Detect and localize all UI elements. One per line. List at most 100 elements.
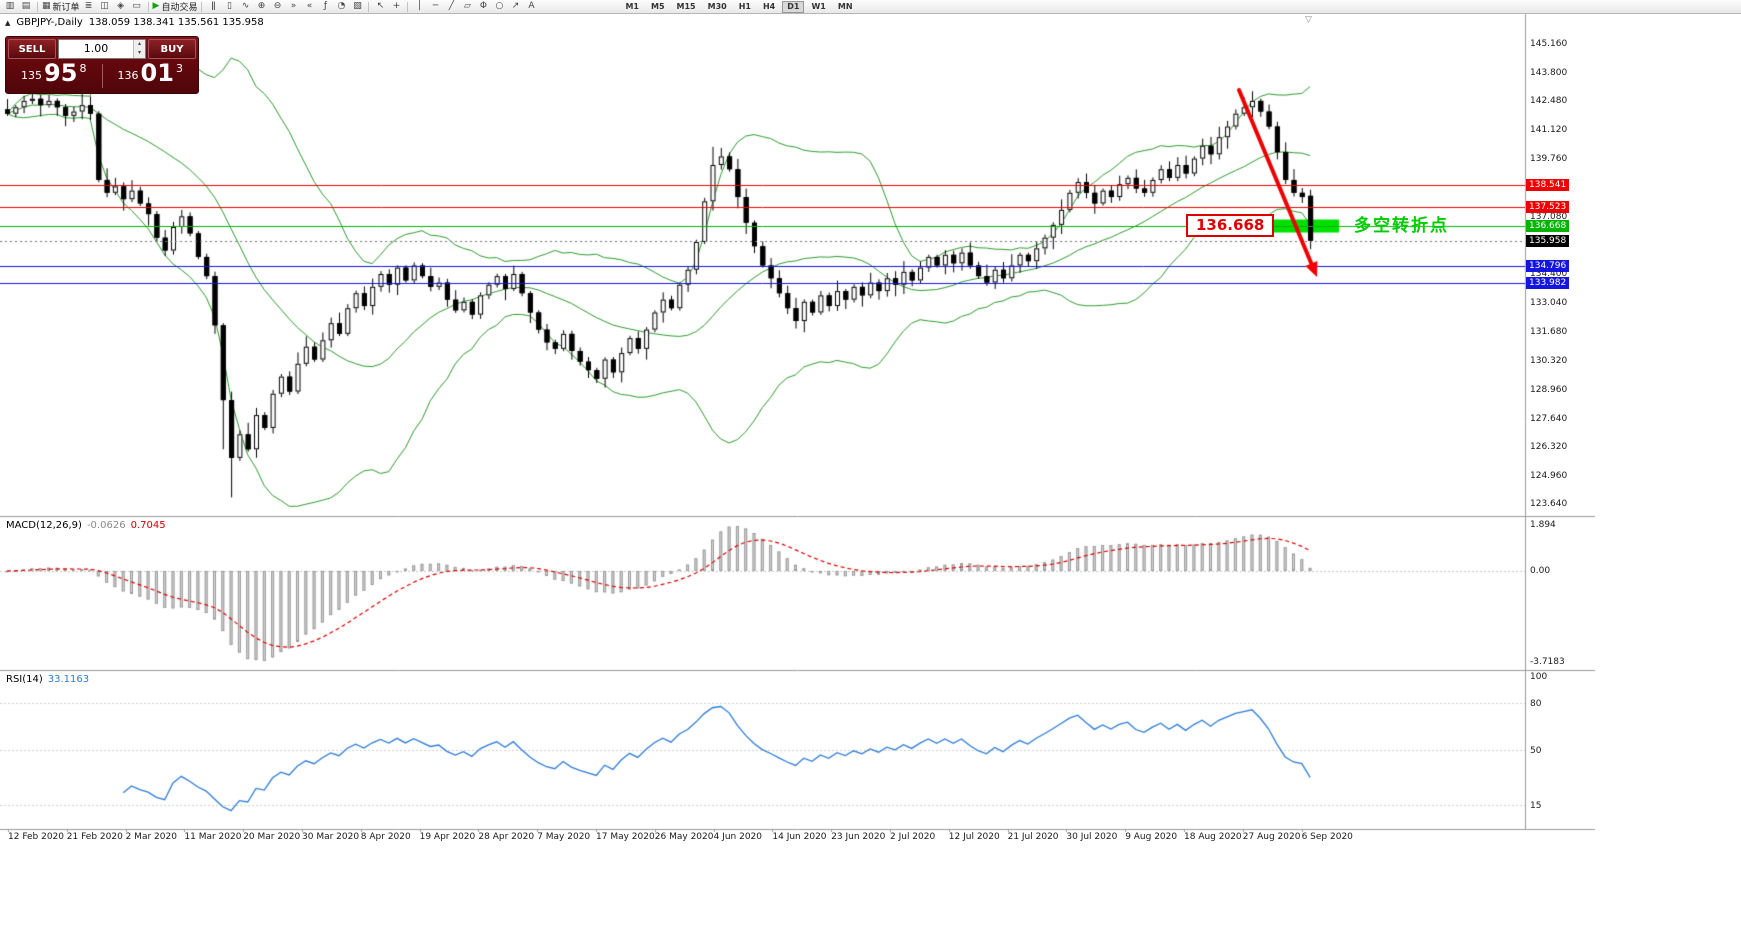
- new-chart-button[interactable]: ▥: [3, 1, 17, 13]
- auto-scroll-icon: »: [290, 1, 297, 11]
- autotrading-label: 自动交易: [161, 3, 198, 13]
- toolbar: ▥ ▤ ▦ 新订单 ≣ ◫ ◈ ▭ ▶ 自动交易 ǁ ▯ ∿ ⊕ ⊖ » « ƒ ◔ ▧ ↖ + │ ─ ╱ ▱ Φ ○ ↗ A M1 M5 M…: [0, 0, 1741, 14]
- indicators-icon: ƒ: [323, 1, 328, 11]
- data-window-icon: ◫: [100, 1, 109, 11]
- level-price-callout[interactable]: 136.668: [1186, 214, 1275, 237]
- sell-price[interactable]: 135 95 8: [6, 59, 102, 88]
- toolbar-separator: [368, 1, 370, 12]
- turning-point-label[interactable]: 多空转折点: [1354, 216, 1449, 236]
- autotrading-icon: ▶: [152, 1, 160, 11]
- line-chart-button[interactable]: ∿: [238, 1, 252, 13]
- macd-main-value: -0.0626: [86, 520, 126, 531]
- timeframe-m5[interactable]: M5: [651, 1, 665, 11]
- new-chart-icon: ▥: [5, 1, 15, 11]
- trade-controls-row: SELL 1.00 ▴ ▾ BUY: [6, 37, 198, 59]
- volume-spinner[interactable]: ▴ ▾: [133, 40, 145, 58]
- candlestick-chart-button[interactable]: ▯: [222, 1, 236, 13]
- sell-button[interactable]: SELL: [8, 39, 56, 59]
- volume-down-icon[interactable]: ▾: [134, 49, 145, 58]
- fibonacci-button[interactable]: Φ: [476, 1, 490, 13]
- timeframe-mn[interactable]: MN: [837, 1, 853, 11]
- terminal-button[interactable]: ▭: [130, 1, 144, 13]
- new-order-icon: ▦: [42, 1, 51, 11]
- timeframe-m1[interactable]: M1: [625, 1, 639, 11]
- indicators-button[interactable]: ƒ: [318, 1, 332, 13]
- volume-value[interactable]: 1.00: [83, 42, 109, 55]
- chart-title: ▲ GBPJPY-,Daily 138.059 138.341 135.561 …: [5, 17, 264, 28]
- bar-chart-button[interactable]: ǁ: [206, 1, 220, 13]
- cursor-button[interactable]: ↖: [373, 1, 387, 13]
- new-order-label: 新订单: [52, 3, 80, 13]
- market-watch-button[interactable]: ≣: [82, 1, 96, 13]
- buy-price-sup: 3: [175, 61, 183, 75]
- one-click-trading-panel: SELL 1.00 ▴ ▾ BUY 135 95 8 136 01 3: [5, 36, 199, 94]
- buy-button[interactable]: BUY: [148, 39, 196, 59]
- arrows-icon: ↗: [511, 1, 520, 11]
- timeframe-h1[interactable]: H1: [738, 1, 751, 11]
- sell-price-small: 135: [21, 68, 43, 82]
- rsi-indicator-label: RSI(14) 33.1163: [6, 674, 89, 685]
- new-order-button[interactable]: ▦ 新订单: [42, 1, 80, 14]
- text-button[interactable]: A: [524, 1, 538, 13]
- crosshair-button[interactable]: +: [389, 1, 403, 13]
- timeframe-w1[interactable]: W1: [811, 1, 826, 11]
- navigator-icon: ◈: [117, 1, 124, 11]
- zoom-in-icon: ⊕: [257, 1, 266, 11]
- macd-indicator-label: MACD(12,26,9) -0.0626 0.7045: [6, 520, 166, 531]
- line-chart-icon: ∿: [241, 1, 250, 11]
- arrows-button[interactable]: ↗: [508, 1, 522, 13]
- chart-shift-marker[interactable]: ▽: [1305, 15, 1312, 25]
- cursor-icon: ↖: [376, 1, 385, 11]
- toolbar-separator: [147, 1, 149, 12]
- price-divider: [101, 64, 103, 88]
- volume-field[interactable]: 1.00 ▴ ▾: [58, 39, 146, 59]
- candlestick-chart-icon: ▯: [226, 1, 232, 11]
- chart-ohlc-values: 138.059 138.341 135.561 135.958: [88, 17, 264, 28]
- buy-price-big: 01: [140, 59, 174, 88]
- periods-button[interactable]: ◔: [334, 1, 348, 13]
- bar-chart-icon: ǁ: [211, 1, 216, 11]
- toolbar-separator: [407, 1, 409, 12]
- periods-icon: ◔: [337, 1, 346, 11]
- trendline-icon: ╱: [448, 1, 455, 11]
- sell-price-big: 95: [44, 59, 78, 88]
- data-window-button[interactable]: ◫: [98, 1, 112, 13]
- profiles-button[interactable]: ▤: [19, 1, 33, 13]
- market-watch-icon: ≣: [84, 1, 93, 11]
- macd-name: MACD(12,26,9): [6, 520, 82, 531]
- vertical-line-button[interactable]: │: [412, 1, 426, 13]
- trendline-button[interactable]: ╱: [444, 1, 458, 13]
- sell-price-sup: 8: [79, 61, 87, 75]
- timeframe-m15[interactable]: M15: [676, 1, 696, 11]
- volume-up-icon[interactable]: ▴: [134, 40, 145, 49]
- templates-button[interactable]: ▧: [350, 1, 364, 13]
- timeframe-d1[interactable]: D1: [782, 0, 805, 13]
- templates-icon: ▧: [353, 1, 362, 11]
- horizontal-line-button[interactable]: ─: [428, 1, 442, 13]
- crosshair-icon: +: [392, 1, 401, 11]
- zoom-out-button[interactable]: ⊖: [270, 1, 284, 13]
- horizontal-line-icon: ─: [432, 1, 439, 11]
- buy-price[interactable]: 136 01 3: [103, 59, 199, 88]
- toolbar-separator: [201, 1, 203, 12]
- rsi-value: 33.1163: [47, 674, 90, 685]
- timeframe-h4[interactable]: H4: [762, 1, 776, 11]
- autotrading-button[interactable]: ▶ 自动交易: [152, 1, 198, 14]
- navigator-button[interactable]: ◈: [114, 1, 128, 13]
- timeframe-m30[interactable]: M30: [707, 1, 727, 11]
- zoom-in-button[interactable]: ⊕: [254, 1, 268, 13]
- auto-scroll-button[interactable]: »: [286, 1, 300, 13]
- chart-symbol-period: GBPJPY-,Daily: [16, 17, 83, 28]
- rsi-name: RSI(14): [6, 674, 43, 685]
- fibonacci-icon: Φ: [479, 1, 488, 11]
- equidistant-channel-button[interactable]: ▱: [460, 1, 474, 13]
- chart-shift-button[interactable]: «: [302, 1, 316, 13]
- buy-price-small: 136: [117, 68, 139, 82]
- profiles-icon: ▤: [21, 1, 31, 11]
- text-icon: A: [528, 1, 535, 11]
- one-click-panel-toggle-icon[interactable]: ▲: [5, 18, 11, 27]
- vertical-line-icon: │: [416, 1, 423, 11]
- shapes-button[interactable]: ○: [492, 1, 506, 13]
